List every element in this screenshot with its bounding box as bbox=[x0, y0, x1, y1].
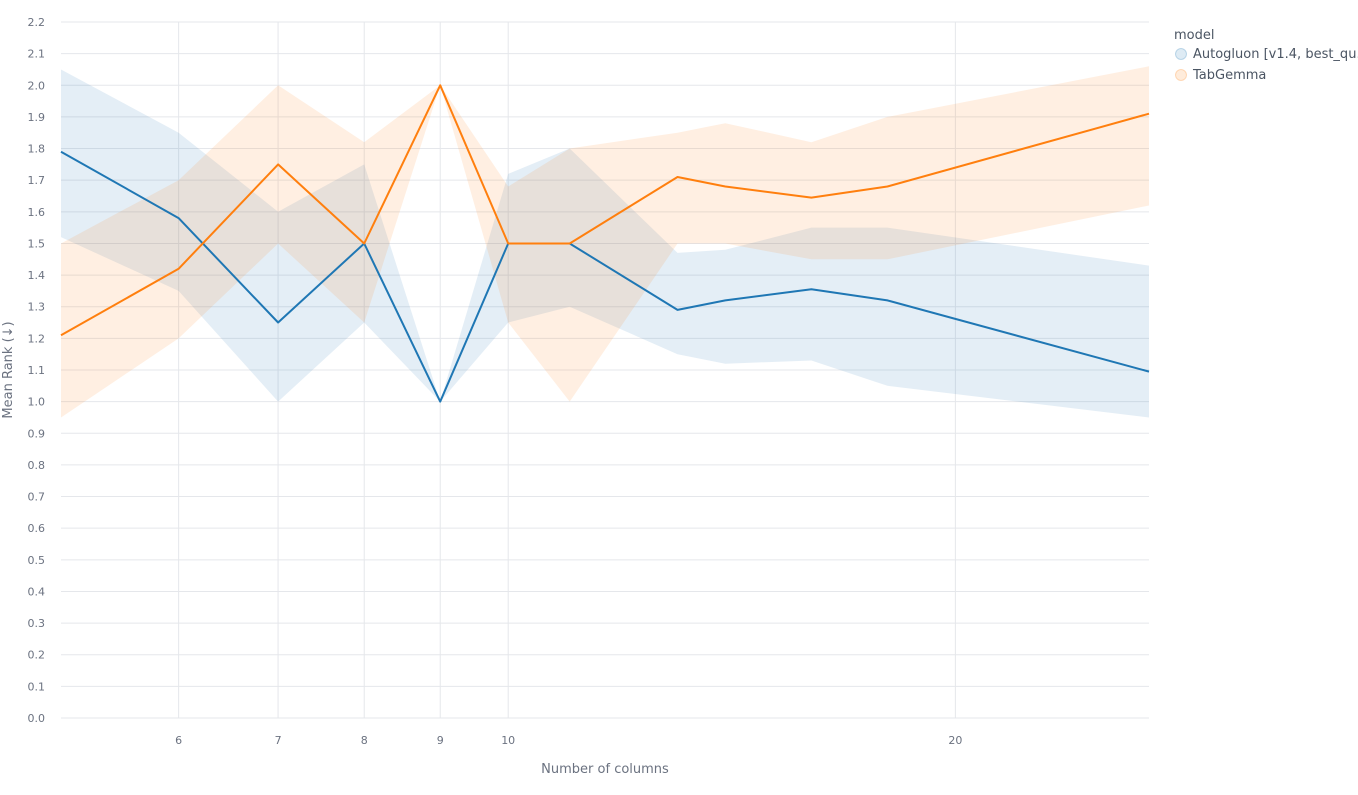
y-tick-labels: 0.0 0.1 0.2 0.3 0.4 0.5 0.6 0.7 0.8 0.9 1.0 1.1 1.2 1… bbox=[28, 16, 46, 725]
y-tick-label: 0.0 bbox=[28, 712, 46, 725]
y-axis-title: Mean Rank (↓) bbox=[1, 321, 16, 418]
legend: model Autogluon [v1.4, best_qu… TabGemma bbox=[1174, 28, 1358, 83]
x-tick-label: 8 bbox=[361, 734, 368, 747]
y-tick-label: 1.8 bbox=[28, 143, 46, 156]
y-tick-label: 0.3 bbox=[28, 617, 46, 630]
confidence-band-autogluon bbox=[61, 69, 1149, 418]
y-tick-label: 2.0 bbox=[28, 79, 46, 92]
y-tick-label: 0.7 bbox=[28, 491, 46, 504]
y-tick-label: 1.0 bbox=[28, 396, 46, 409]
series-lines bbox=[60, 84, 1150, 403]
y-tick-label: 1.4 bbox=[28, 269, 46, 282]
confidence-band-tabgemma bbox=[61, 66, 1149, 418]
x-tick-label: 20 bbox=[948, 734, 962, 747]
y-tick-label: 1.7 bbox=[28, 174, 46, 187]
y-tick-label: 0.4 bbox=[28, 585, 46, 598]
y-tick-label: 0.9 bbox=[28, 427, 46, 440]
x-tick-label: 7 bbox=[275, 734, 282, 747]
legend-swatch-autogluon bbox=[1175, 48, 1187, 60]
legend-entry-autogluon: Autogluon [v1.4, best_qu… bbox=[1193, 47, 1358, 62]
x-tick-labels: 6 7 8 9 10 20 bbox=[175, 734, 962, 747]
x-tick-label: 9 bbox=[437, 734, 444, 747]
y-tick-label: 1.3 bbox=[28, 301, 46, 314]
y-tick-label: 1.1 bbox=[28, 364, 46, 377]
x-tick-label: 6 bbox=[175, 734, 182, 747]
legend-swatch-tabgemma bbox=[1175, 69, 1187, 81]
x-tick-label: 10 bbox=[501, 734, 515, 747]
legend-title: model bbox=[1174, 28, 1214, 43]
y-tick-label: 0.2 bbox=[28, 649, 46, 662]
y-tick-label: 1.2 bbox=[28, 332, 46, 345]
series-line-tabgemma bbox=[60, 84, 1150, 337]
y-tick-label: 0.6 bbox=[28, 522, 46, 535]
y-tick-label: 0.1 bbox=[28, 680, 46, 693]
legend-entry-tabgemma: TabGemma bbox=[1192, 68, 1266, 83]
y-tick-label: 0.8 bbox=[28, 459, 46, 472]
y-tick-label: 2.1 bbox=[28, 48, 46, 61]
y-tick-label: 1.9 bbox=[28, 111, 46, 124]
y-tick-label: 0.5 bbox=[28, 554, 46, 567]
x-axis-title: Number of columns bbox=[541, 762, 669, 777]
y-tick-label: 1.6 bbox=[28, 206, 46, 219]
confidence-bands bbox=[61, 66, 1149, 418]
grid-lines bbox=[61, 21, 1149, 719]
y-tick-label: 1.5 bbox=[28, 237, 46, 250]
y-tick-label: 2.2 bbox=[28, 16, 46, 29]
